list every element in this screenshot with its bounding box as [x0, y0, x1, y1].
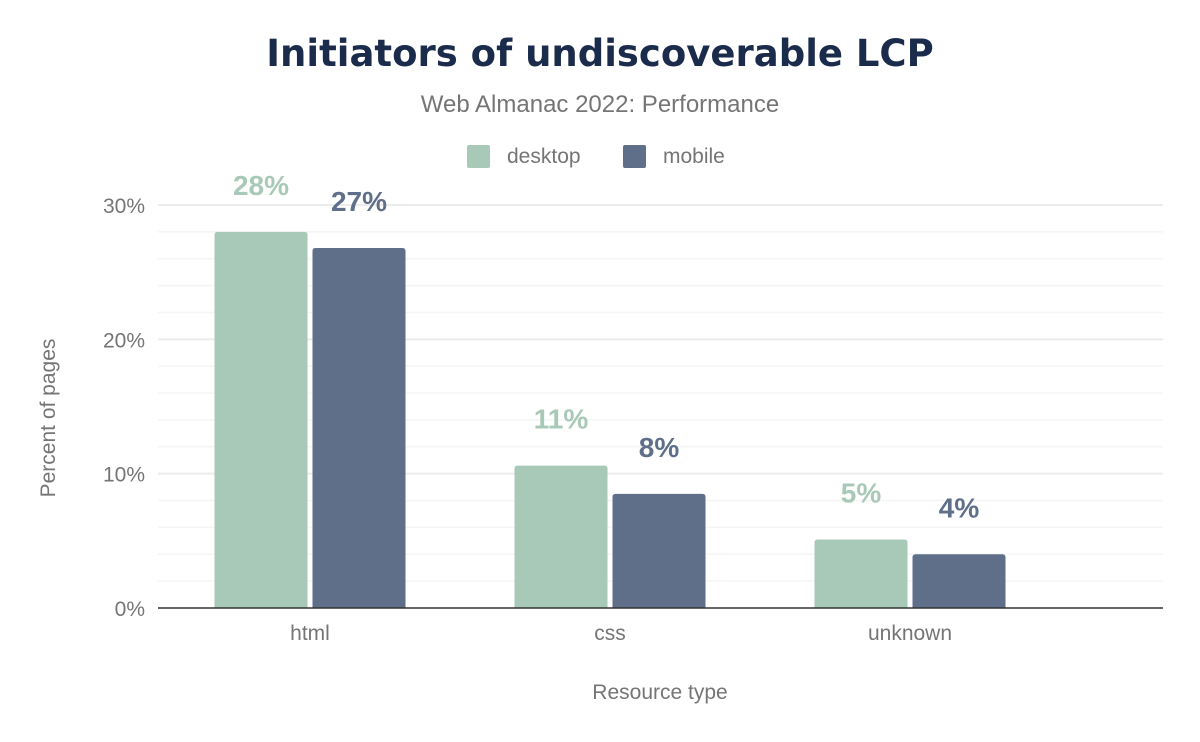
legend-label-desktop: desktop [507, 145, 581, 168]
legend-swatch-desktop [467, 145, 490, 168]
bar-mobile-unknown [912, 554, 1006, 608]
x-axis-label: Resource type [592, 681, 727, 704]
y-tick-label: 10% [103, 464, 145, 487]
data-label-desktop-html: 28% [233, 170, 289, 201]
chart-title: Initiators of undiscoverable LCP [266, 32, 933, 75]
y-axis-label: Percent of pages [37, 339, 60, 498]
bars [214, 231, 1006, 608]
x-tick-label-unknown: unknown [868, 622, 952, 645]
y-tick-label: 20% [103, 329, 145, 352]
x-axis-ticks: html css unknown [290, 622, 952, 645]
y-tick-label: 30% [103, 195, 145, 218]
bar-mobile-html [312, 247, 406, 608]
legend: desktop mobile [467, 145, 725, 168]
chart-subtitle: Web Almanac 2022: Performance [421, 91, 779, 118]
legend-swatch-mobile [623, 145, 646, 168]
bar-mobile-css [612, 493, 706, 608]
bar-desktop-html [214, 231, 308, 608]
bar-desktop-css [514, 465, 608, 608]
data-label-mobile-html: 27% [331, 186, 387, 217]
x-tick-label-html: html [290, 622, 330, 645]
x-tick-label-css: css [594, 622, 626, 645]
data-label-mobile-unknown: 4% [939, 492, 980, 523]
y-tick-label: 0% [115, 598, 145, 621]
legend-label-mobile: mobile [663, 145, 725, 168]
data-labels: 28% 27% 11% 8% 5% 4% [233, 170, 979, 523]
y-axis-ticks: 0% 10% 20% 30% [103, 195, 145, 621]
bar-desktop-unknown [814, 539, 908, 608]
data-label-desktop-css: 11% [534, 404, 589, 435]
data-label-mobile-css: 8% [639, 432, 680, 463]
data-label-desktop-unknown: 5% [841, 477, 882, 508]
